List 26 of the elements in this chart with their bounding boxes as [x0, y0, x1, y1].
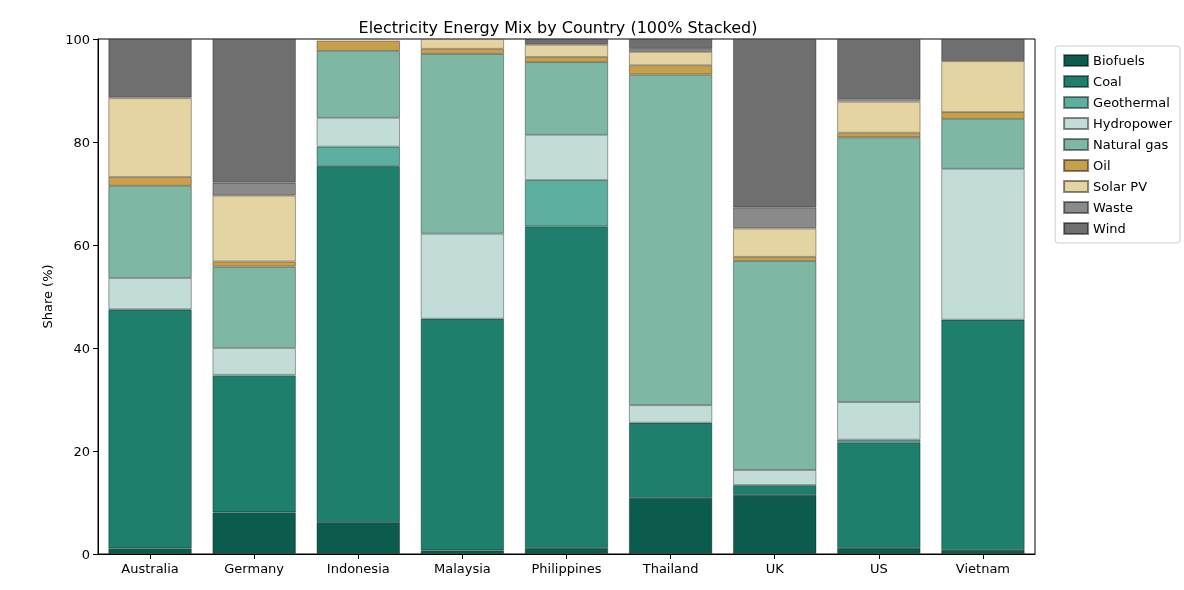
legend-label: Waste — [1093, 200, 1133, 215]
x-tick-label: Australia — [121, 561, 179, 576]
x-tick-label: UK — [765, 561, 785, 576]
legend-label: Oil — [1093, 158, 1111, 173]
y-tick-label: 100 — [65, 31, 90, 47]
legend-label: Natural gas — [1093, 137, 1169, 152]
legend-label: Biofuels — [1093, 53, 1145, 68]
y-tick-label: 40 — [73, 340, 90, 356]
x-tick-label: Malaysia — [433, 561, 491, 576]
y-tick-label: 80 — [73, 134, 90, 150]
y-tick-label: 20 — [73, 443, 90, 459]
x-tick-label: Thailand — [641, 561, 699, 576]
legend-label: Wind — [1093, 221, 1126, 236]
x-tick-label: Philippines — [531, 561, 602, 576]
legend-label: Solar PV — [1093, 179, 1148, 194]
y-tick-label: 60 — [73, 237, 90, 253]
x-tick-label: Vietnam — [955, 561, 1011, 576]
y-axis-title: Share (%) — [40, 264, 56, 329]
legend-label: Coal — [1093, 74, 1122, 89]
legend-label: Geothermal — [1093, 95, 1170, 110]
chart-title: Electricity Energy Mix by Country (100% Stacked) — [358, 17, 758, 37]
legend-label: Hydropower — [1093, 116, 1173, 131]
y-tick-label: 0 — [81, 546, 90, 562]
x-tick-label: Indonesia — [326, 561, 390, 576]
x-tick-label: Germany — [224, 561, 285, 576]
x-tick-label: US — [869, 561, 888, 576]
